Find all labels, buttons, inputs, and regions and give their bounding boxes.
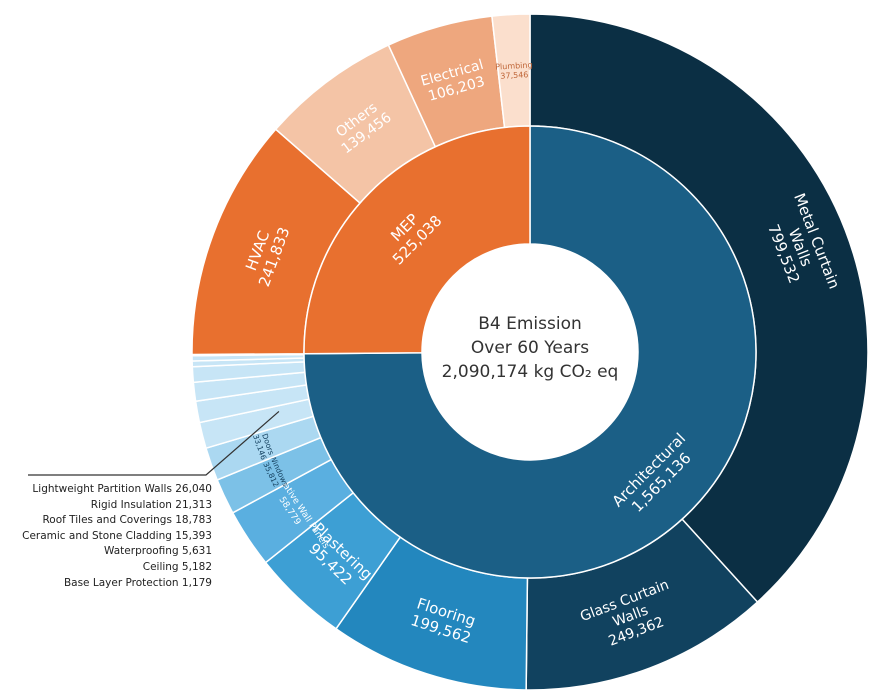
callout-item: Ceiling 5,182 bbox=[142, 560, 212, 573]
inner-segment-mep bbox=[303, 125, 531, 355]
callout-item: Lightweight Partition Walls 26,040 bbox=[32, 483, 212, 495]
center-title: B4 Emission bbox=[478, 314, 582, 334]
label-plumbing-line: Plumbing bbox=[495, 60, 533, 71]
callout-item: Ceramic and Stone Cladding 15,393 bbox=[22, 529, 212, 542]
callout-leader-line bbox=[28, 410, 280, 476]
callout-item: Base Layer Protection 1,179 bbox=[63, 576, 212, 589]
callout-item: Rigid Insulation 21,313 bbox=[90, 498, 212, 511]
callout-item: Roof Tiles and Coverings 18,783 bbox=[42, 514, 212, 527]
center-subtitle: Over 60 Years bbox=[470, 338, 590, 358]
small-items-callout: Lightweight Partition Walls 26,040 Rigid… bbox=[0, 482, 212, 591]
callout-item: Waterproofing 5,631 bbox=[104, 545, 212, 558]
center-total: 2,090,174 kg CO₂ eq bbox=[441, 362, 619, 382]
label-plumbing-line: 37,546 bbox=[500, 70, 528, 81]
center-label: B4 Emission Over 60 Years 2,090,174 kg C… bbox=[380, 312, 680, 384]
inner-segment-architectural bbox=[303, 125, 757, 579]
